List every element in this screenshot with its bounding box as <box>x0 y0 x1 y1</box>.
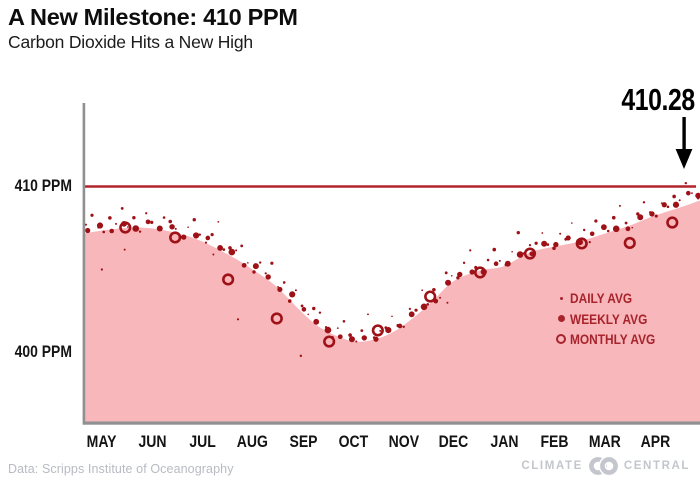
record-value-text: 410.28 <box>621 82 696 117</box>
x-tick-jul: JUL <box>189 433 216 451</box>
record-arrow <box>675 117 693 169</box>
legend-row-monthly: MONTHLY AVG <box>552 329 670 350</box>
weekly-dot-icon <box>552 315 570 323</box>
x-tick-feb: FEB <box>540 433 569 451</box>
legend-label-weekly: WEEKLY AVG <box>570 310 648 327</box>
x-tick-may: MAY <box>87 433 117 451</box>
y-axis-line <box>82 103 86 425</box>
brand-word-climate: CLIMATE <box>521 460 583 472</box>
record-value-annotation: 410.28 <box>603 82 696 118</box>
x-tick-dec: DEC <box>439 433 469 451</box>
chart-legend: DAILY AVG WEEKLY AVG MONTHLY AVG <box>552 288 670 350</box>
brand-word-central: CENTRAL <box>623 460 690 472</box>
x-tick-aug: AUG <box>237 433 269 451</box>
x-tick-mar: MAR <box>588 433 621 451</box>
x-tick-oct: OCT <box>338 433 369 451</box>
climate-central-logo: CLIMATE CENTRAL <box>521 456 690 476</box>
y-tick-410ppm: 410 PPM <box>14 176 72 195</box>
x-tick-jun: JUN <box>138 433 167 451</box>
x-tick-nov: NOV <box>388 433 419 451</box>
arrow-head <box>675 149 693 169</box>
seasonal-cycle-area <box>84 200 700 422</box>
monthly-ring-icon <box>552 334 570 345</box>
x-tick-sep: SEP <box>289 433 318 451</box>
y-tick-400ppm: 400 PPM <box>14 342 72 361</box>
chart-header: A New Milestone: 410 PPM Carbon Dioxide … <box>8 3 298 53</box>
x-tick-jan: JAN <box>490 433 519 451</box>
weekly-avg-points <box>85 190 700 343</box>
chart-subtitle: Carbon Dioxide Hits a New High <box>8 32 253 52</box>
interlocked-rings-icon <box>588 456 620 476</box>
legend-row-daily: DAILY AVG <box>552 288 670 309</box>
chart-title: A New Milestone: 410 PPM <box>8 4 298 30</box>
monthly-avg-points <box>119 216 679 348</box>
legend-label-daily: DAILY AVG <box>570 290 633 307</box>
legend-label-monthly: MONTHLY AVG <box>570 331 656 348</box>
legend-row-weekly: WEEKLY AVG <box>552 309 670 330</box>
x-tick-apr: APR <box>640 433 670 451</box>
x-axis-line <box>84 421 700 425</box>
data-source-credit: Data: Scripps Institute of Oceanography <box>8 462 234 476</box>
daily-dot-icon <box>552 296 570 300</box>
arrow-shaft <box>682 117 686 151</box>
